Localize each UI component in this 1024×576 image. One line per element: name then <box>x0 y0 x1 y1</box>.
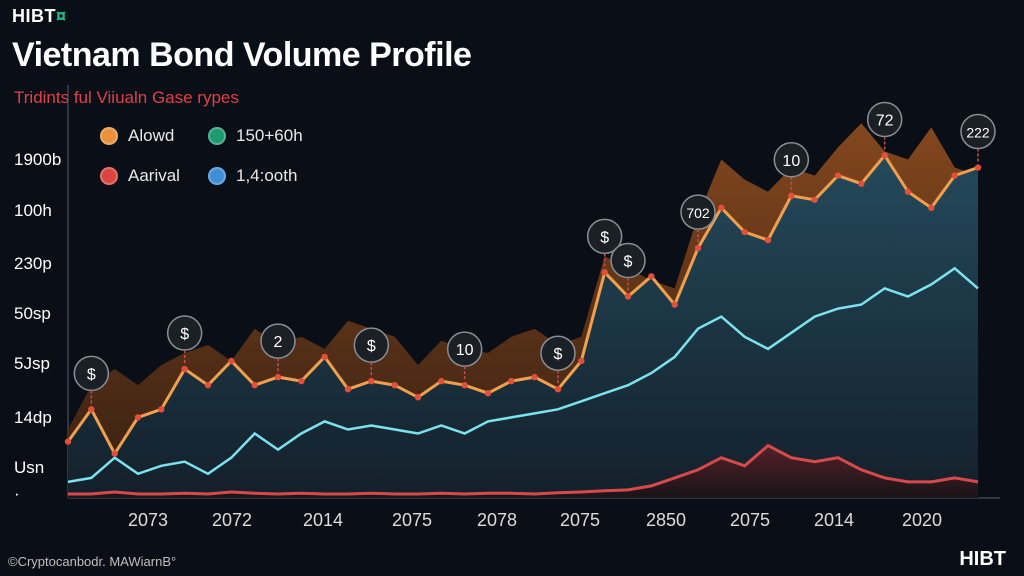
series-line-14-ooth <box>67 266 979 484</box>
y-tick-label: 50sp <box>14 304 51 323</box>
y-tick-label: 1900b <box>14 150 62 169</box>
data-point-alowd <box>111 450 118 457</box>
data-point-alowd <box>274 373 282 381</box>
data-point-alowd <box>834 172 842 179</box>
data-point-alowd <box>484 390 492 397</box>
data-point-alowd <box>204 381 212 389</box>
data-point-alowd <box>741 228 748 236</box>
legend-item-aarival: Aarival <box>100 166 180 186</box>
data-point-alowd <box>811 196 818 203</box>
x-tick-label: 2073 <box>127 510 169 530</box>
series-line-alowd <box>66 152 979 457</box>
brand-mark-icon: ¤ <box>56 6 67 26</box>
data-point-alowd <box>508 377 515 385</box>
x-tick-label: 2072 <box>211 510 253 530</box>
brand-logo: HIBT¤ <box>12 6 67 26</box>
annotation-label: $ <box>180 326 189 343</box>
data-point-alowd <box>974 164 982 171</box>
legend-swatch-green-icon <box>208 127 226 145</box>
legend-item-14-ooth: 1,4:ooth <box>208 166 297 186</box>
y-tick-label: 100h <box>14 201 52 220</box>
annotation-label: $ <box>600 229 609 246</box>
x-tick-label: 2014 <box>302 510 344 530</box>
x-tick-label: 2078 <box>476 510 518 530</box>
data-point-alowd <box>928 204 935 212</box>
data-point-alowd <box>158 406 165 413</box>
data-point-alowd <box>531 373 538 381</box>
chart-title: Vietnam Bond Volume Profile <box>12 36 472 74</box>
legend-swatch-orange-icon <box>100 127 118 145</box>
data-point-alowd <box>251 381 258 389</box>
annotation-label: $ <box>87 366 96 383</box>
y-tick-label: 5Jsp <box>14 354 50 373</box>
data-point-alowd <box>718 204 725 212</box>
chart-legend: Alowd 150+60h Aarival 1,4:ooth <box>100 126 400 196</box>
annotation-label: $ <box>624 254 633 271</box>
data-point-alowd <box>461 381 468 389</box>
data-point-alowd <box>368 377 375 385</box>
y-tick-label: 230p <box>14 254 52 273</box>
data-point-alowd <box>601 269 608 276</box>
data-point-alowd <box>881 152 888 159</box>
data-point-alowd <box>391 381 398 389</box>
data-point-alowd <box>764 236 772 244</box>
chart-subtitle: Tridints ful Viiualn Gase rypes <box>14 88 239 107</box>
legend-item-150-60h: 150+60h <box>208 126 303 146</box>
annotation-label: 2 <box>274 334 283 351</box>
data-point-alowd <box>298 377 305 385</box>
x-tick-label: 2075 <box>729 510 771 530</box>
data-point-alowd <box>671 301 678 308</box>
data-point-alowd <box>554 385 562 393</box>
data-point-alowd <box>344 385 352 393</box>
series-area-alowd <box>68 155 978 498</box>
legend-swatch-red-icon <box>100 167 118 185</box>
y-tick-label: · <box>14 484 20 503</box>
y-tick-label: 14dp <box>14 408 52 427</box>
data-point-alowd <box>694 244 702 252</box>
x-tick-label: 2850 <box>645 510 687 530</box>
annotation-label: 10 <box>456 342 474 359</box>
annotation-label: $ <box>554 346 563 363</box>
footer-logo: HIBT <box>959 548 1006 570</box>
data-point-alowd <box>181 365 188 373</box>
data-point-alowd <box>64 438 72 445</box>
data-point-alowd <box>648 273 655 280</box>
series-area-aarival <box>68 445 978 498</box>
data-point-alowd <box>438 377 445 385</box>
data-point-alowd <box>904 188 912 195</box>
annotation-label: 72 <box>876 112 894 129</box>
annotation-label: $ <box>367 338 376 355</box>
data-point-alowd <box>951 172 958 179</box>
data-point-alowd <box>88 406 95 413</box>
annotation-label: 702 <box>686 205 710 221</box>
data-point-alowd <box>414 394 422 401</box>
x-tick-label: 2075 <box>391 510 433 530</box>
x-tick-label: 2075 <box>559 510 601 530</box>
data-point-alowd <box>788 192 795 199</box>
data-point-alowd <box>134 414 142 421</box>
legend-item-alowd: Alowd <box>100 126 174 146</box>
data-point-alowd <box>321 353 328 361</box>
annotation-label: 10 <box>782 153 800 170</box>
data-point-alowd <box>858 180 865 187</box>
data-point-alowd <box>578 357 585 365</box>
x-tick-label: 2020 <box>901 510 943 530</box>
data-point-alowd <box>624 293 632 300</box>
source-credit: ©Cryptocanbodr. MAWiarnΒ° <box>8 554 177 569</box>
series-line-aarival <box>68 443 979 496</box>
annotation-label: 222 <box>966 125 990 141</box>
data-point-alowd <box>228 357 235 365</box>
y-tick-label: Usn <box>14 458 45 477</box>
x-tick-label: 2014 <box>813 510 855 530</box>
legend-swatch-blue-icon <box>208 167 226 185</box>
